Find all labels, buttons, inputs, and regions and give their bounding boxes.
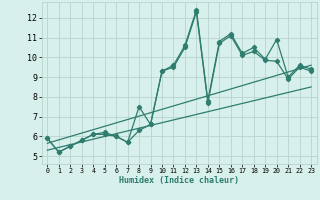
X-axis label: Humidex (Indice chaleur): Humidex (Indice chaleur) [119, 176, 239, 185]
